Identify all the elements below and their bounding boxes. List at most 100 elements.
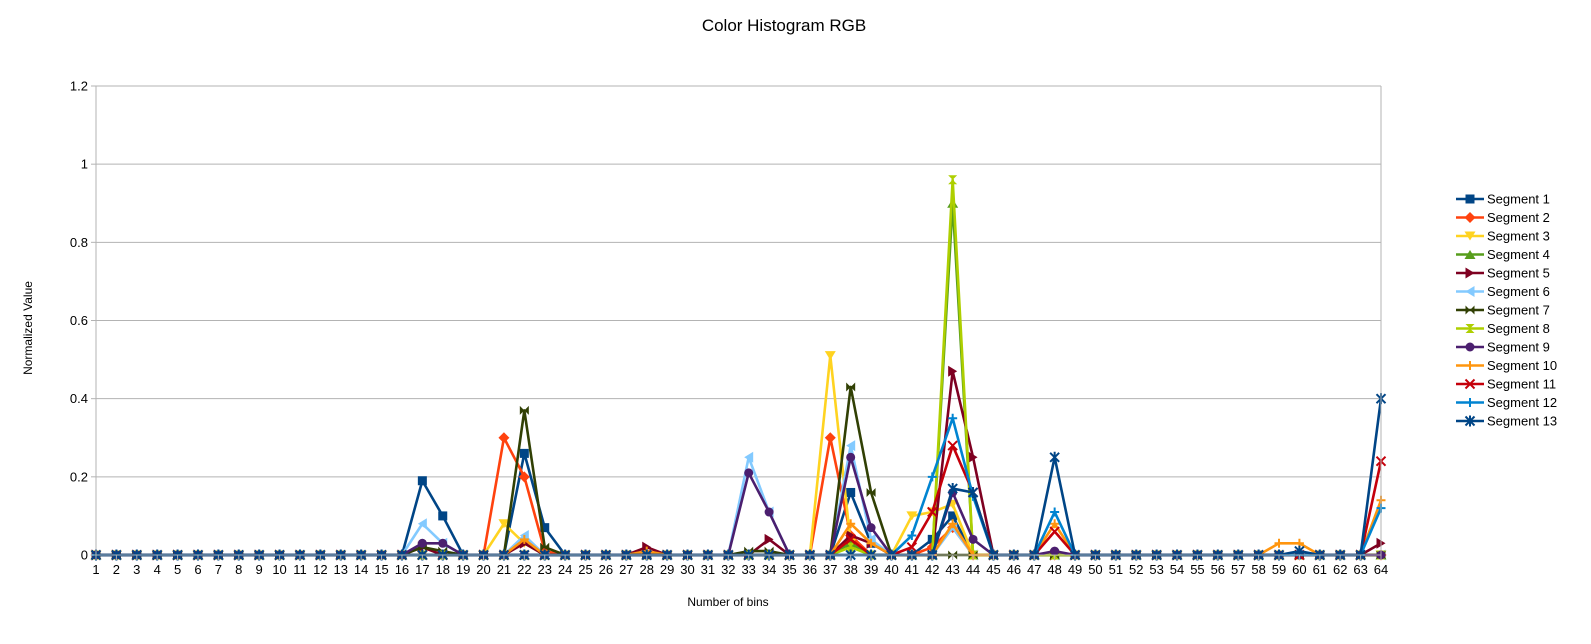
x-tick-label: 17 (415, 562, 429, 577)
data-point (1050, 519, 1060, 529)
legend-marker (1464, 231, 1476, 241)
data-point (519, 448, 529, 458)
data-point (1049, 526, 1060, 537)
legend-marker (1465, 361, 1475, 370)
legend-label: Segment 2 (1487, 210, 1550, 225)
data-point (927, 472, 937, 482)
series-12 (91, 413, 1386, 560)
data-point (866, 538, 876, 548)
data-point (744, 451, 754, 463)
data-point (907, 530, 917, 540)
x-tick-label: 44 (966, 562, 980, 577)
legend-item: Segment 1 (1456, 192, 1550, 207)
x-tick-label: 55 (1190, 562, 1204, 577)
data-point (906, 541, 918, 553)
x-tick-label: 3 (133, 562, 140, 577)
legend-item: Segment 3 (1456, 229, 1550, 244)
y-tick-label: 0.6 (70, 313, 88, 328)
data-point (417, 518, 427, 530)
data-point (540, 542, 550, 552)
series-line (96, 354, 1381, 557)
data-point (438, 538, 448, 548)
x-tick-label: 24 (558, 562, 572, 577)
data-point (1049, 451, 1060, 463)
legend-marker (1464, 415, 1476, 427)
x-tick-label: 30 (680, 562, 694, 577)
data-point (948, 175, 958, 185)
data-point (948, 511, 958, 521)
x-tick-label: 61 (1313, 562, 1327, 577)
data-point (947, 440, 958, 451)
data-point (846, 542, 856, 552)
series-2 (90, 432, 1387, 561)
x-tick-label: 63 (1353, 562, 1367, 577)
data-point (417, 538, 427, 548)
legend-marker (1465, 286, 1475, 297)
data-point (824, 432, 836, 444)
data-point (744, 468, 754, 478)
legend-label: Segment 7 (1487, 303, 1550, 318)
x-tick-label: 33 (741, 562, 755, 577)
x-tick-label: 5 (174, 562, 181, 577)
x-tick-label: 48 (1047, 562, 1061, 577)
series-line (96, 178, 1381, 557)
plot-area (90, 175, 1387, 561)
x-tick-label: 31 (701, 562, 715, 577)
data-point (417, 476, 427, 486)
x-tick-label: 46 (1007, 562, 1021, 577)
data-point (846, 519, 856, 529)
x-tick-label: 20 (476, 562, 490, 577)
series-3 (90, 351, 1387, 560)
x-tick-label: 7 (215, 562, 222, 577)
x-tick-label: 14 (354, 562, 368, 577)
x-tick-label: 1 (92, 562, 99, 577)
legend-label: Segment 8 (1487, 321, 1550, 336)
legend-label: Segment 11 (1487, 377, 1556, 392)
data-point (846, 452, 856, 462)
x-tick-label: 6 (194, 562, 201, 577)
data-point (1050, 507, 1060, 517)
legend-label: Segment 10 (1487, 358, 1557, 373)
data-point (498, 432, 510, 444)
series-line (96, 436, 1381, 557)
legend-label: Segment 3 (1487, 229, 1550, 244)
x-tick-label: 53 (1149, 562, 1163, 577)
legend-label: Segment 1 (1487, 192, 1550, 207)
legend-item: Segment 9 (1456, 340, 1550, 355)
data-point (866, 487, 876, 497)
x-tick-label: 62 (1333, 562, 1347, 577)
data-point (967, 486, 979, 498)
x-tick-label: 2 (113, 562, 120, 577)
x-tick-label: 25 (578, 562, 592, 577)
data-point (968, 534, 978, 544)
x-tick-label: 60 (1292, 562, 1306, 577)
data-point (846, 440, 856, 452)
data-point (866, 523, 876, 533)
x-tick-label: 4 (154, 562, 161, 577)
x-tick-label: 18 (436, 562, 450, 577)
legend-marker (1465, 398, 1475, 407)
axes: 00.20.40.60.811.21 2 3 4 5 6 7 8 9 10 11 12 13 14 15 16… (70, 79, 1388, 578)
x-tick-label: 37 (823, 562, 837, 577)
x-tick-label: 27 (619, 562, 633, 577)
data-point (498, 519, 510, 529)
legend-item: Segment 11 (1456, 377, 1556, 392)
data-point (846, 382, 856, 392)
x-tick-label: 56 (1211, 562, 1225, 577)
x-tick-label: 8 (235, 562, 242, 577)
legend-marker (1464, 250, 1476, 259)
series-7 (91, 382, 1386, 560)
x-tick-label: 52 (1129, 562, 1143, 577)
data-point (764, 533, 774, 545)
x-tick-label: 26 (599, 562, 613, 577)
data-point (1050, 546, 1060, 556)
x-axis-title: Number of bins (687, 595, 768, 609)
x-tick-label: 41 (905, 562, 919, 577)
legend-item: Segment 8 (1456, 321, 1550, 336)
x-tick-label: 10 (272, 562, 286, 577)
x-tick-label: 9 (256, 562, 263, 577)
legend-item: Segment 6 (1456, 284, 1550, 299)
data-point (824, 351, 836, 361)
x-tick-label: 36 (803, 562, 817, 577)
